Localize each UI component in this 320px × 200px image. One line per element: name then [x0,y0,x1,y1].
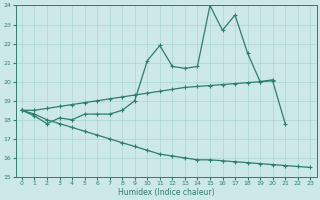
X-axis label: Humidex (Indice chaleur): Humidex (Indice chaleur) [118,188,214,197]
